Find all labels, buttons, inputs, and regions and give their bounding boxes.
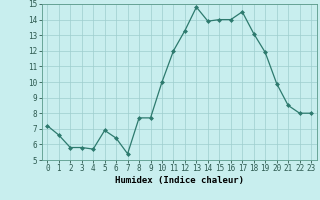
X-axis label: Humidex (Indice chaleur): Humidex (Indice chaleur) — [115, 176, 244, 185]
